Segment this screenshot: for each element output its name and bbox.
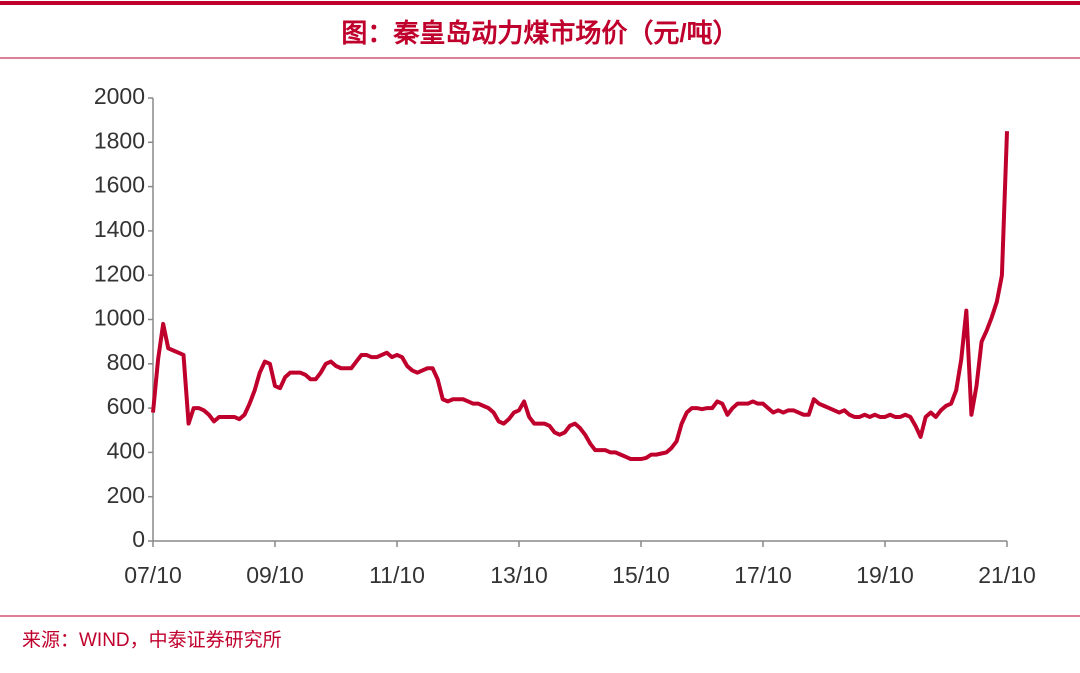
x-tick-label: 21/10 — [978, 562, 1036, 588]
x-tick-label: 15/10 — [612, 562, 670, 588]
y-tick-label: 1000 — [94, 305, 145, 331]
x-tick-label: 11/10 — [369, 562, 425, 588]
y-tick-label: 1200 — [94, 260, 145, 286]
y-tick-label: 800 — [107, 349, 145, 375]
source: 来源：WIND，中泰证券研究所 — [22, 629, 282, 651]
y-tick-label: 200 — [107, 482, 145, 508]
x-tick-label: 19/10 — [856, 562, 914, 588]
x-tick-label: 07/10 — [124, 562, 182, 588]
y-tick-label: 600 — [107, 393, 145, 419]
y-tick-label: 2000 — [94, 83, 145, 109]
y-tick-label: 1400 — [94, 216, 145, 242]
y-tick-label: 0 — [132, 526, 145, 552]
y-tick-label: 1600 — [94, 172, 145, 198]
y-tick-label: 400 — [107, 437, 145, 463]
price-line — [151, 131, 1009, 462]
x-tick-label: 17/10 — [734, 562, 792, 588]
y-tick-label: 1800 — [94, 127, 145, 153]
x-tick-label: 13/10 — [490, 562, 548, 588]
x-tick-label: 09/10 — [246, 562, 304, 588]
chart-title: 图：秦皇岛动力煤市场价（元/吨） — [341, 18, 738, 48]
